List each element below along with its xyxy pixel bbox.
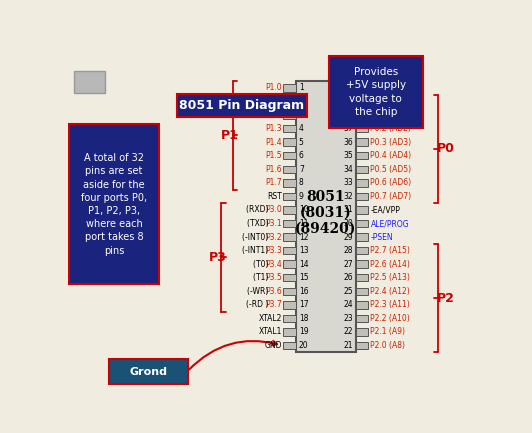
Text: P2: P2 (437, 291, 455, 304)
FancyBboxPatch shape (110, 359, 188, 384)
Text: P3.5: P3.5 (265, 273, 282, 282)
Text: 9: 9 (299, 192, 304, 201)
Text: P0: P0 (437, 142, 455, 155)
Text: P3.7: P3.7 (265, 301, 282, 309)
Bar (284, 260, 296, 268)
Text: P3: P3 (209, 251, 227, 264)
Text: P0.6 (AD6): P0.6 (AD6) (370, 178, 412, 187)
Text: 24: 24 (343, 301, 353, 309)
Text: 38: 38 (343, 110, 353, 120)
Text: P1.6: P1.6 (265, 165, 282, 174)
Text: 21: 21 (343, 341, 353, 350)
Text: P0.4 (AD4): P0.4 (AD4) (370, 151, 412, 160)
Text: 4: 4 (299, 124, 304, 133)
Text: (T0): (T0) (253, 260, 271, 268)
Text: P2.6 (A14): P2.6 (A14) (370, 260, 410, 268)
Text: (-RD ): (-RD ) (246, 301, 271, 309)
Text: P2.5 (A13): P2.5 (A13) (370, 273, 410, 282)
Text: P0.5 (AD5): P0.5 (AD5) (370, 165, 412, 174)
Text: Vcc: Vcc (370, 84, 384, 93)
Text: 17: 17 (299, 301, 309, 309)
Bar (356, 125, 368, 132)
Text: 28: 28 (343, 246, 353, 255)
Text: XTAL1: XTAL1 (259, 327, 282, 336)
Bar (356, 274, 368, 281)
Bar (356, 84, 368, 92)
Text: (RXD): (RXD) (246, 206, 271, 214)
Text: P3.6: P3.6 (265, 287, 282, 296)
Bar (356, 152, 368, 159)
Bar (284, 328, 296, 336)
Bar (356, 315, 368, 322)
Bar (284, 139, 296, 146)
Bar (356, 193, 368, 200)
Text: 1: 1 (299, 84, 304, 93)
Bar (284, 206, 296, 214)
Text: (-WR): (-WR) (247, 287, 271, 296)
Text: P3.1: P3.1 (265, 219, 282, 228)
Text: 16: 16 (299, 287, 309, 296)
Text: 20: 20 (299, 341, 309, 350)
Bar (356, 139, 368, 146)
Text: P1.7: P1.7 (265, 178, 282, 187)
Text: P2.3 (A11): P2.3 (A11) (370, 301, 410, 309)
Bar (284, 193, 296, 200)
Bar (356, 342, 368, 349)
Bar (296, 81, 356, 352)
Text: -PSEN: -PSEN (370, 233, 393, 242)
Text: 33: 33 (343, 178, 353, 187)
Text: P1.4: P1.4 (265, 138, 282, 147)
Text: 15: 15 (299, 273, 309, 282)
Text: P2.2 (A10): P2.2 (A10) (370, 314, 410, 323)
Bar (356, 98, 368, 105)
Text: ALE/PROG: ALE/PROG (370, 219, 409, 228)
FancyBboxPatch shape (177, 94, 307, 116)
Text: 8051
(8031)
(89420): 8051 (8031) (89420) (295, 190, 356, 236)
Text: Provides
+5V supply
voltage to
the chip: Provides +5V supply voltage to the chip (346, 67, 406, 117)
Text: 23: 23 (343, 314, 353, 323)
FancyBboxPatch shape (69, 124, 160, 284)
Text: (-INT1): (-INT1) (242, 246, 271, 255)
Text: 26: 26 (343, 273, 353, 282)
Text: 5: 5 (299, 138, 304, 147)
Text: P1.3: P1.3 (265, 124, 282, 133)
Text: 31: 31 (343, 206, 353, 214)
Text: P0.2 (AD2): P0.2 (AD2) (370, 124, 411, 133)
Text: A total of 32
pins are set
aside for the
four ports P0,
P1, P2, P3,
where each
p: A total of 32 pins are set aside for the… (81, 153, 147, 255)
Bar (284, 84, 296, 92)
Text: 39: 39 (343, 97, 353, 106)
Text: P2.7 (A15): P2.7 (A15) (370, 246, 410, 255)
Bar (356, 288, 368, 295)
Text: P0.1 (AD1): P0.1 (AD1) (370, 110, 411, 120)
Text: 37: 37 (343, 124, 353, 133)
Text: 18: 18 (299, 314, 309, 323)
Bar (284, 152, 296, 159)
Text: 27: 27 (343, 260, 353, 268)
Text: P1.5: P1.5 (265, 151, 282, 160)
Text: 12: 12 (299, 233, 309, 242)
Text: P3.2: P3.2 (265, 233, 282, 242)
Text: 32: 32 (343, 192, 353, 201)
Bar (74, 71, 105, 93)
Text: (TXD): (TXD) (246, 219, 271, 228)
Text: 6: 6 (299, 151, 304, 160)
Text: P3.3: P3.3 (265, 246, 282, 255)
Text: (T1): (T1) (253, 273, 271, 282)
Bar (284, 179, 296, 187)
Bar (284, 98, 296, 105)
Text: -EA/VPP: -EA/VPP (370, 206, 400, 214)
Text: 30: 30 (343, 219, 353, 228)
Text: 10: 10 (299, 206, 309, 214)
Text: 40: 40 (343, 84, 353, 93)
Bar (356, 233, 368, 241)
Bar (284, 274, 296, 281)
Text: P1.1: P1.1 (265, 97, 282, 106)
Text: 11: 11 (299, 219, 309, 228)
Bar (284, 220, 296, 227)
Text: 19: 19 (299, 327, 309, 336)
Bar (284, 111, 296, 119)
Text: P0.0 (AD0): P0.0 (AD0) (370, 97, 412, 106)
Text: P0.3 (AD3): P0.3 (AD3) (370, 138, 412, 147)
Bar (284, 342, 296, 349)
Text: P1: P1 (221, 129, 238, 142)
